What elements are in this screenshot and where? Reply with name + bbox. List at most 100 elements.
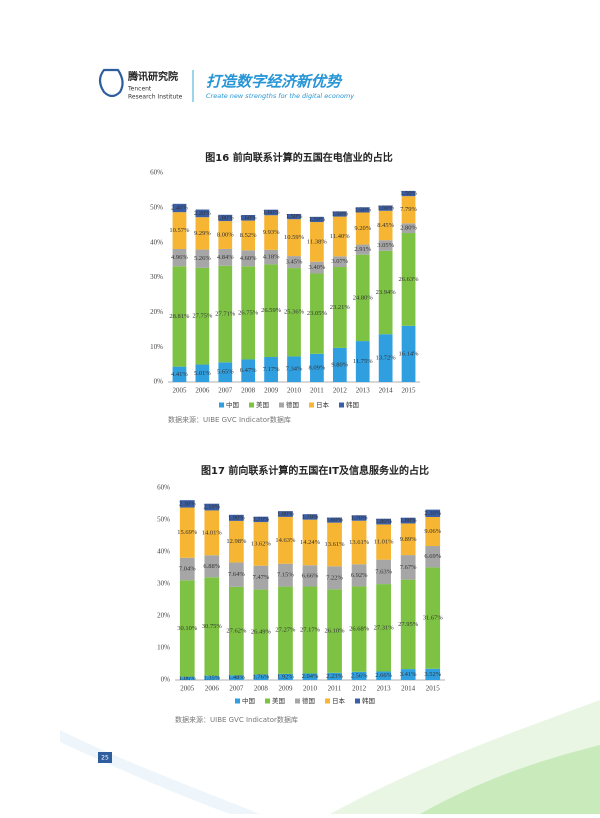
- data-label: 12.98%: [226, 538, 247, 545]
- data-label: 5.65%: [217, 369, 234, 376]
- bar-segment: [218, 248, 233, 266]
- page-number-box: [98, 752, 112, 763]
- data-label: 30.75%: [202, 623, 223, 630]
- data-label: 1.80%: [375, 518, 392, 525]
- data-label: 6.88%: [203, 563, 220, 570]
- legend-swatch: [309, 402, 314, 408]
- bar-segment: [332, 216, 347, 257]
- data-label: 9.89%: [400, 536, 417, 543]
- data-label: 1.50%: [286, 213, 303, 220]
- bar-segment: [310, 273, 324, 354]
- data-label: 1.76%: [253, 674, 270, 681]
- bar-segment: [287, 356, 301, 382]
- bar-segment: [229, 586, 244, 676]
- data-label: 9.29%: [194, 230, 211, 237]
- legend-label: 日本: [316, 400, 330, 409]
- bar-segment: [253, 516, 269, 523]
- bar-segment: [351, 671, 367, 680]
- legend-label: 韩国: [362, 696, 375, 705]
- x-tick-label: 2010: [287, 387, 302, 395]
- data-label: 7.22%: [326, 574, 343, 581]
- data-label: 1.50%: [377, 205, 394, 212]
- data-label: 1.50%: [309, 216, 326, 223]
- data-label: 31.67%: [423, 615, 444, 622]
- data-label: 9.20%: [354, 225, 371, 232]
- data-label: 27.95%: [398, 621, 419, 628]
- data-label: 28.81%: [169, 313, 190, 320]
- bar-segment: [327, 589, 342, 673]
- data-label: 8.09%: [309, 364, 326, 371]
- org-cn: 腾讯研究院: [127, 70, 178, 83]
- bar-segment: [264, 209, 278, 216]
- data-label: 1.06%: [179, 675, 196, 682]
- x-tick-label: 2011: [310, 387, 324, 395]
- y-tick-label: 40%: [150, 238, 163, 246]
- legend-label: 韩国: [346, 400, 359, 409]
- bar-segment: [376, 518, 391, 525]
- bar-segment: [351, 520, 367, 565]
- org-en: Research Institute: [128, 94, 183, 101]
- data-label: 7.47%: [253, 574, 270, 581]
- bar-segment: [195, 249, 210, 268]
- bar-segment: [179, 580, 195, 677]
- bar-segment: [302, 586, 318, 674]
- chart-title: 图17 前向联系计算的五国在IT及信息服务业的占比: [201, 464, 429, 477]
- bar-segment: [401, 233, 416, 326]
- x-tick-label: 2009: [278, 685, 293, 693]
- data-label: 7.63%: [375, 568, 392, 575]
- data-label: 2.30%: [424, 510, 441, 517]
- data-label: 27.71%: [215, 311, 236, 318]
- data-label: 6.47%: [240, 367, 257, 374]
- y-tick-label: 10%: [150, 343, 163, 351]
- data-label: 1.70%: [302, 513, 319, 520]
- bar-segment: [378, 250, 393, 335]
- data-label: 1.80%: [217, 214, 234, 221]
- data-label: 3.40%: [309, 264, 326, 271]
- bar-segment: [204, 675, 220, 680]
- legend-swatch: [355, 698, 360, 704]
- data-label: 3.45%: [286, 259, 303, 266]
- data-label: 6.69%: [424, 553, 441, 560]
- legend-swatch: [219, 402, 224, 408]
- data-label: 11.40%: [330, 233, 350, 240]
- data-label: 4.84%: [217, 254, 234, 261]
- logo: [98, 68, 124, 98]
- bar-segment: [355, 341, 370, 382]
- data-label: 27.31%: [374, 624, 395, 631]
- legend-label: 德国: [302, 696, 315, 705]
- data-label: 7.67%: [400, 564, 417, 571]
- x-tick-label: 2012: [352, 685, 367, 693]
- data-label: 1.80%: [277, 511, 294, 518]
- legend-label: 日本: [332, 696, 346, 705]
- bar-segment: [204, 577, 220, 676]
- data-label: 4.60%: [240, 255, 257, 262]
- y-tick-label: 0%: [161, 676, 171, 684]
- bar-segment: [179, 507, 195, 558]
- bar-segment: [310, 261, 324, 274]
- y-tick-label: 40%: [157, 548, 170, 556]
- data-label: 8.00%: [217, 231, 234, 238]
- bar-segment: [425, 545, 441, 568]
- bar-segment: [302, 673, 318, 680]
- bar-segment: [378, 205, 393, 211]
- bar-segment: [264, 264, 278, 358]
- data-label: 7.04%: [179, 566, 196, 573]
- y-tick-label: 20%: [150, 308, 163, 316]
- bar-segment: [204, 503, 220, 511]
- bar-segment: [425, 516, 441, 546]
- bar-segment: [302, 514, 318, 520]
- bar-segment: [229, 514, 244, 521]
- bar-segment: [229, 675, 244, 680]
- y-tick-label: 20%: [157, 612, 170, 620]
- data-label: 4.96%: [171, 254, 188, 261]
- bar-segment: [287, 268, 301, 357]
- data-label: 13.61%: [349, 539, 370, 546]
- data-label: 26.63%: [399, 276, 420, 283]
- data-label: 11.38%: [307, 238, 327, 245]
- source-note: 数据来源：UIBE GVC Indicator数据库: [175, 715, 298, 724]
- data-label: 11.75%: [353, 358, 373, 365]
- bar-segment: [179, 557, 195, 581]
- data-label: 26.59%: [261, 307, 282, 314]
- data-label: 1.50%: [331, 210, 348, 217]
